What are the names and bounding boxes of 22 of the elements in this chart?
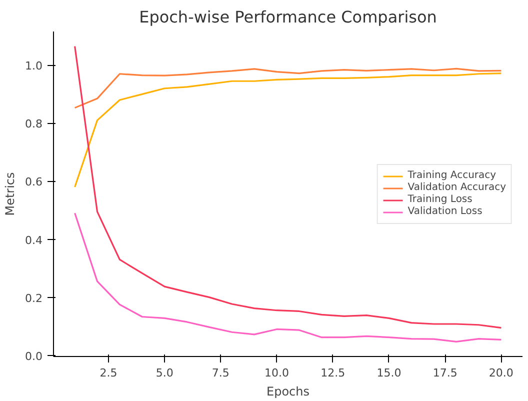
y-tick-label: 0.8 — [25, 118, 43, 131]
x-tick-label: 7.5 — [212, 366, 230, 380]
y-tick-label: 1.0 — [25, 60, 43, 73]
y-tick-label: 0.2 — [25, 292, 43, 305]
x-tick-label: 5.0 — [156, 366, 174, 380]
x-tick-label: 10.0 — [264, 366, 290, 380]
chart-title: Epoch-wise Performance Comparison — [139, 8, 437, 26]
x-tick-label: 12.5 — [320, 366, 346, 380]
x-tick-label: 20.0 — [488, 366, 514, 380]
y-tick-label: 0.0 — [25, 350, 43, 363]
x-tick-label: 2.5 — [100, 366, 118, 380]
x-tick-label: 17.5 — [432, 366, 458, 380]
line-series — [74, 68, 502, 109]
legend-label: Validation Accuracy — [408, 182, 506, 194]
y-tick-label: 0.4 — [25, 234, 43, 247]
y-tick-label: 0.6 — [25, 176, 43, 189]
legend-label: Training Loss — [408, 194, 472, 206]
y-axis-title: Metrics — [3, 172, 18, 216]
x-axis-title: Epochs — [266, 384, 310, 398]
legend-label: Validation Loss — [408, 206, 482, 218]
legend-label: Training Accuracy — [408, 170, 496, 182]
x-tick-label: 15.0 — [376, 366, 402, 380]
